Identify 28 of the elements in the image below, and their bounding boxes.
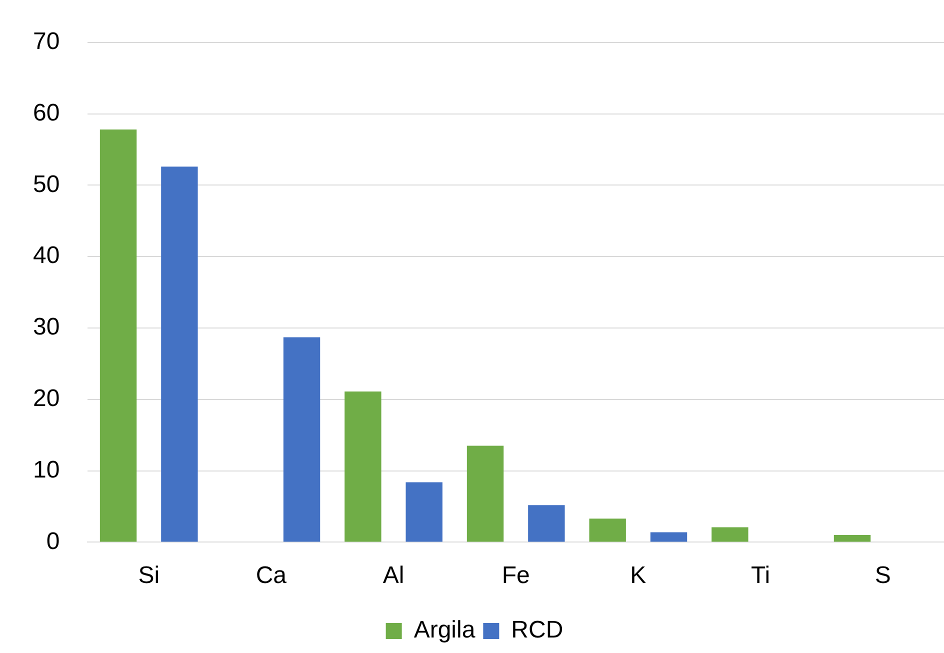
bar <box>834 535 871 542</box>
legend-label: Argila <box>414 616 476 644</box>
y-tick-label: 40 <box>32 242 60 270</box>
bar <box>283 337 320 542</box>
x-tick-label: Ti <box>750 562 770 590</box>
x-tick-label: Fe <box>502 562 530 590</box>
x-tick-label: Si <box>138 562 160 590</box>
bar <box>344 392 382 542</box>
bar <box>100 130 137 542</box>
y-tick-label: 50 <box>32 170 60 198</box>
y-tick-label: 20 <box>32 385 60 412</box>
x-tick-label: Al <box>382 562 404 590</box>
bar <box>650 532 688 542</box>
x-tick-label: Ca <box>256 562 288 590</box>
y-tick-label: 0 <box>46 528 60 555</box>
bar <box>589 518 626 542</box>
legend-label: RCD <box>511 616 564 644</box>
y-tick-label: 70 <box>32 28 60 56</box>
y-tick-label: 10 <box>32 456 60 484</box>
bar <box>406 482 442 542</box>
bar <box>466 446 504 542</box>
bar <box>528 505 565 542</box>
bar <box>712 527 748 542</box>
y-tick-label: 60 <box>32 99 60 126</box>
y-tick-label: 30 <box>32 314 60 341</box>
x-tick-label: K <box>630 562 646 590</box>
bar <box>161 166 198 542</box>
x-tick-label: S <box>874 562 891 590</box>
